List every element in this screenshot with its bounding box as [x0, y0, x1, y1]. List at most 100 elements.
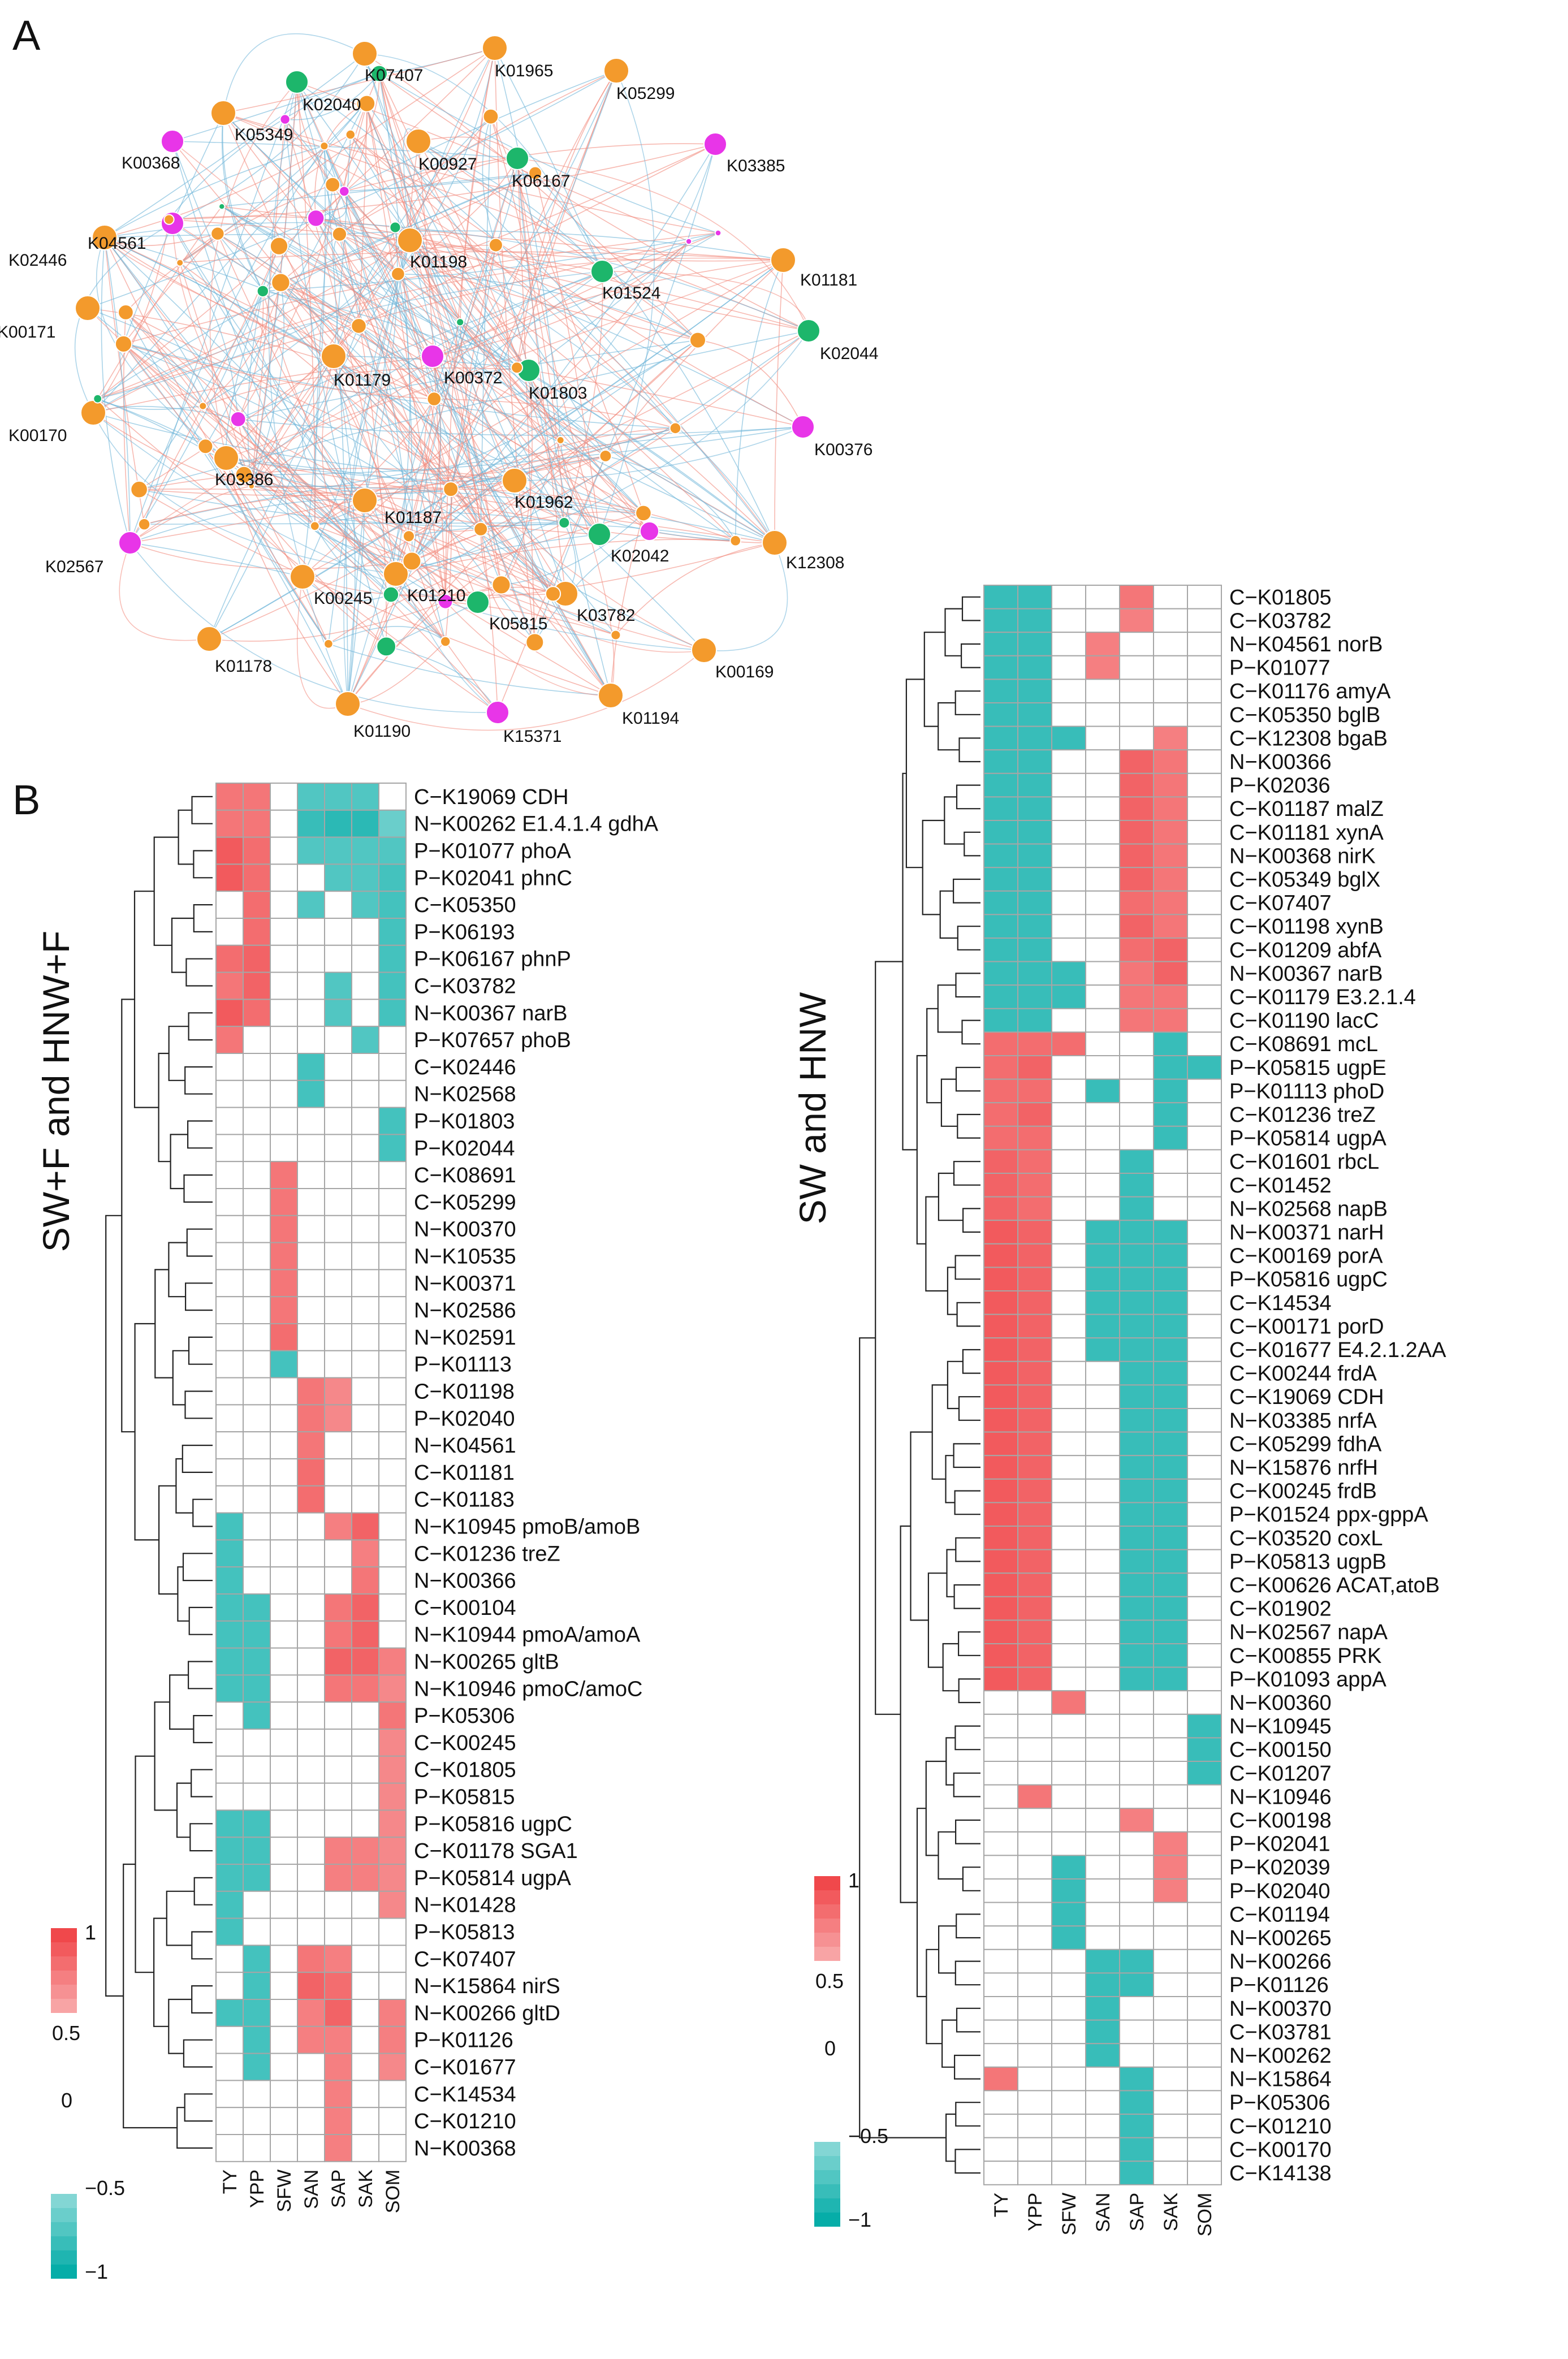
heatmap-cell: [243, 1917, 271, 1946]
heatmap-cell: [324, 1242, 352, 1271]
heatmap-cell: [1085, 1572, 1120, 1597]
network-edge: [125, 312, 204, 407]
heatmap-row-label: C−K03782: [1229, 609, 1332, 633]
network-edge: [97, 273, 399, 399]
heatmap-cell: [243, 1188, 271, 1216]
network-node-label: K00372: [444, 369, 502, 387]
network-edge: [129, 145, 325, 543]
heatmap-cell: [1085, 1549, 1120, 1574]
heatmap-cell: [1119, 1713, 1154, 1739]
network-edge: [379, 73, 809, 331]
heatmap-cell: [1051, 1502, 1086, 1527]
heatmap-cell: [1051, 2043, 1086, 2068]
heatmap-cell: [1119, 937, 1154, 962]
heatmap-cell: [243, 999, 271, 1027]
heatmap-cell: [1085, 984, 1120, 1009]
network-edge: [144, 522, 564, 525]
heatmap-row-label: N−K04561 norB: [1229, 633, 1383, 656]
heatmap-cell: [324, 1079, 352, 1108]
dendrogram-branch: [937, 984, 962, 1033]
network-edge: [226, 426, 804, 482]
heatmap-cell: [270, 2053, 298, 2081]
heatmap-column-label: SFW: [1059, 2193, 1080, 2236]
heatmap-cell: [243, 1404, 271, 1433]
heatmap-cell: [1085, 867, 1120, 892]
heatmap-cell: [270, 1269, 298, 1298]
network-edge: [460, 322, 600, 535]
heatmap-cell: [1187, 1784, 1222, 1809]
heatmap-cell: [351, 944, 379, 973]
network-edge: [316, 218, 435, 399]
heatmap-cell: [1153, 2090, 1188, 2115]
heatmap-cell: [1085, 2161, 1120, 2185]
heatmap-cell: [378, 783, 407, 811]
heatmap-cell: [983, 796, 1018, 822]
dendrogram-branch: [925, 1196, 948, 1292]
network-node-label: K04561: [88, 234, 146, 253]
heatmap-cell: [1119, 2114, 1154, 2138]
dendrogram-branch: [178, 809, 194, 865]
legend-tick-label: 0: [61, 2089, 72, 2112]
heatmap-cell: [1187, 1055, 1222, 1080]
network-edge: [314, 525, 391, 595]
heatmap-cell: [243, 1485, 271, 1514]
heatmap-cell: [1119, 1549, 1154, 1574]
heatmap-cell: [1153, 890, 1188, 915]
heatmap-cell: [1085, 749, 1120, 774]
network-node: [309, 521, 320, 532]
heatmap-cell: [1153, 1149, 1188, 1174]
dendrogram-branch: [153, 836, 179, 946]
heatmap-cell: [1119, 843, 1154, 869]
heatmap-cell: [1017, 961, 1052, 986]
heatmap-cell: [378, 836, 407, 865]
heatmap-cell: [1017, 1149, 1052, 1174]
heatmap-cell: [983, 2137, 1018, 2162]
heatmap-cell: [1051, 1455, 1086, 1480]
heatmap-row-label: N−K15876 nrfH: [1229, 1456, 1378, 1480]
heatmap-cell: [351, 1999, 379, 2027]
heatmap-cell: [243, 1053, 271, 1081]
network-edge: [364, 53, 698, 341]
heatmap-cell: [983, 2161, 1018, 2185]
network-edge: [364, 500, 705, 653]
heatmap-cell: [1119, 1314, 1154, 1339]
heatmap-cell: [297, 944, 325, 973]
dendrogram-branch: [176, 2107, 213, 2149]
heatmap-cell: [1085, 1455, 1120, 1480]
heatmap-cell: [1187, 1149, 1222, 1174]
heatmap-cell: [215, 1458, 244, 1487]
heatmap-cell: [1119, 585, 1154, 610]
heatmap-cell: [297, 1972, 325, 2000]
heatmap-cell: [297, 1809, 325, 1838]
heatmap-row-label: C−K05299 fdhA: [1229, 1432, 1382, 1456]
heatmap-cell: [983, 1972, 1018, 1997]
heatmap-cell: [1153, 1196, 1188, 1221]
dendrogram-branch: [922, 819, 945, 915]
heatmap-row-label: N−K10945 pmoB/amoB: [414, 1515, 640, 1539]
heatmap-cell: [983, 2019, 1018, 2045]
dendrogram-branch: [953, 1443, 980, 1468]
heatmap-cell: [243, 944, 271, 973]
heatmap-cell: [297, 1107, 325, 1135]
heatmap-row-label: P−K01093 appA: [1229, 1667, 1387, 1691]
heatmap-cell: [270, 1701, 298, 1730]
network-edge: [528, 370, 615, 696]
heatmap-cell: [243, 1215, 271, 1243]
heatmap-cell: [378, 1242, 407, 1271]
heatmap-cell: [1187, 702, 1222, 727]
heatmap-cell: [215, 1837, 244, 1865]
heatmap-cell: [1017, 1078, 1052, 1104]
heatmap-cell: [1051, 772, 1086, 798]
dendrogram-branch: [954, 1960, 980, 1986]
network-edge: [703, 542, 788, 651]
heatmap-column-label: SAN: [1092, 2193, 1114, 2232]
heatmap-column-label: SAK: [1160, 2192, 1182, 2231]
heatmap-cell: [243, 1809, 271, 1838]
network-edge: [328, 626, 446, 645]
heatmap-cell: [378, 1404, 407, 1433]
heatmap-cell: [378, 1269, 407, 1298]
heatmap-row-label: C−K01187 malZ: [1229, 797, 1384, 821]
network-edge: [97, 172, 535, 399]
network-edge: [123, 343, 478, 603]
heatmap-cell: [351, 1485, 379, 1514]
